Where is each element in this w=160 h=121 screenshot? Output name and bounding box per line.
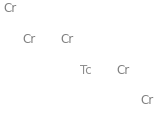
Text: Cr: Cr — [141, 94, 154, 107]
Text: Cr: Cr — [3, 2, 16, 15]
Text: Tc: Tc — [80, 64, 92, 77]
Text: Cr: Cr — [61, 33, 74, 46]
Text: Cr: Cr — [117, 64, 130, 77]
Text: Cr: Cr — [22, 33, 36, 46]
